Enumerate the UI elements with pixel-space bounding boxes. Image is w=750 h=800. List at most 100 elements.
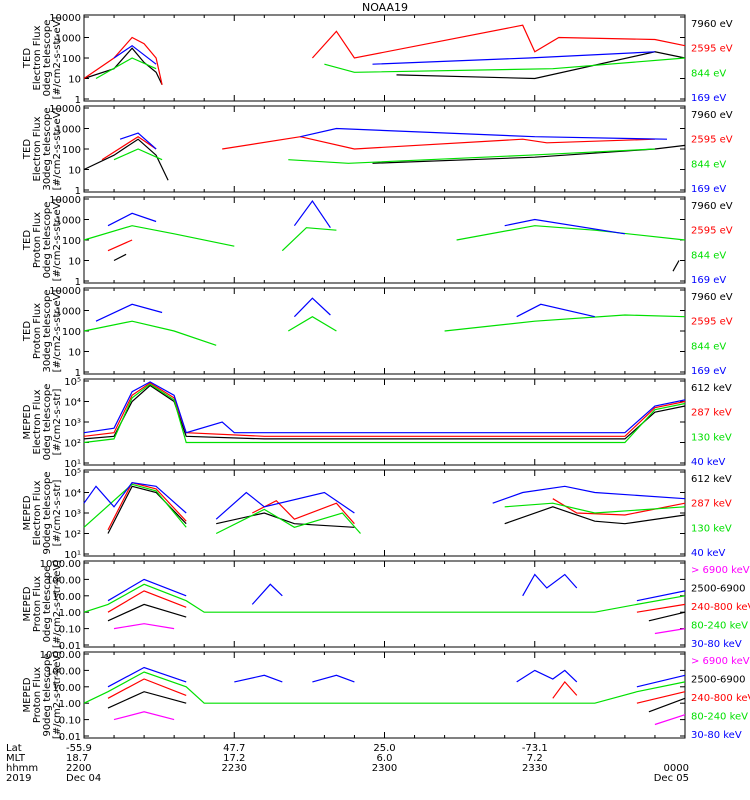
y-axis-label-line: Proton Flux: [32, 212, 43, 268]
legend-entry: 80-240 keV: [691, 621, 748, 632]
legend-entry: 240-800 keV: [691, 693, 750, 704]
series-line-30-80-kev: [516, 669, 578, 683]
y-axis-label-line: 0deg telescope: [42, 202, 53, 279]
panel-frame: [83, 560, 686, 648]
y-axis-label-line: [#/cm2-s-str-keV]: [52, 651, 63, 739]
series-line-2500-6900: [648, 697, 686, 713]
series-line-844-ev: [287, 316, 337, 332]
series-line-240-800-kev: [552, 680, 578, 699]
series-line-40-kev: [83, 381, 686, 434]
legend-entry: 287 keV: [691, 408, 732, 419]
legend-entry: 130 keV: [691, 432, 732, 443]
y-axis-label-line: [#/cm2-s-str]: [52, 479, 63, 546]
y-axis-label-line: Proton Flux: [32, 667, 43, 723]
series-line-844-ev: [324, 57, 686, 73]
y-tick-label: 10⁴: [64, 398, 81, 409]
y-tick-label: 10000: [49, 286, 81, 297]
legend-entry: 287 keV: [691, 499, 732, 510]
y-tick-label: 0.10: [59, 625, 81, 636]
y-tick-label: 10000: [49, 104, 81, 115]
y-tick-label: 10: [68, 257, 81, 268]
x-tick-label: 2200: [66, 763, 91, 774]
y-axis-label-line: [#/cm2-s-str-eV]: [52, 290, 63, 373]
y-tick-label: 100: [62, 54, 81, 65]
panel-frame: [83, 196, 686, 284]
x-tick-label: 0000: [664, 763, 689, 774]
series-line-2500-6900: [107, 603, 187, 622]
y-tick-label: 10⁵: [64, 377, 81, 388]
legend-entry: 2595 eV: [691, 226, 733, 237]
y-tick-label: 1: [75, 95, 81, 106]
series-line-844-ev: [113, 148, 163, 161]
y-tick-label: 10000: [49, 13, 81, 24]
y-axis-label-line: Electron Flux: [32, 25, 43, 90]
y-axis-label-line: 90deg telescope: [42, 471, 53, 554]
y-tick-label: 1000: [56, 125, 81, 136]
y-tick-label: 100.00: [46, 666, 81, 677]
series-line-7960-ev: [113, 253, 127, 262]
y-tick-label: 0.10: [59, 716, 81, 727]
panel-ted-e-0: 10000 1000 100 10 1 TEDElectron Flux0deg tele…: [22, 13, 733, 106]
series-line-130-kev: [83, 483, 187, 528]
panel-ted-p-30: 10000 1000 100 10 1 TEDProton Flux30deg teles…: [22, 286, 733, 379]
y-axis-label-line: 0deg telescope: [42, 566, 53, 643]
series-line-287-kev: [107, 481, 187, 531]
x-tick-label: 17.2: [223, 753, 245, 764]
series-line-169-ev: [372, 51, 655, 65]
x-tick-label: 7.2: [527, 753, 543, 764]
y-axis-label-line: TED: [22, 139, 33, 160]
series-line-844-ev: [456, 225, 686, 241]
series-line-2595-ev: [222, 136, 655, 150]
series-line--6900-kev: [113, 623, 175, 630]
series-line-169-ev: [504, 218, 625, 235]
series-line-844-ev: [281, 227, 337, 252]
series-line-169-ev: [119, 132, 157, 150]
series-line-40-kev: [492, 485, 686, 504]
series-line-7960-ev: [372, 144, 686, 164]
legend-entry: 844 eV: [691, 159, 726, 170]
y-axis-label-line: Electron Flux: [32, 480, 43, 545]
y-tick-label: 1.00: [59, 699, 81, 710]
y-axis-label-line: Proton Flux: [32, 303, 43, 359]
y-tick-label: 0.01: [59, 732, 81, 743]
legend-entry: 169 eV: [691, 184, 726, 195]
series-line-30-80-kev: [251, 583, 283, 605]
series-line-287-kev: [83, 382, 686, 437]
y-axis-label: TEDElectron Flux0deg telescope[#/cm2-s-s…: [22, 17, 63, 100]
y-axis-label-line: TED: [22, 230, 33, 251]
series-line-169-ev: [107, 212, 157, 227]
legend-entry: 130 keV: [691, 523, 732, 534]
y-tick-label: 100: [62, 145, 81, 156]
x-row-label: 2019: [6, 773, 31, 784]
y-axis-label-line: MEPED: [22, 404, 33, 439]
series-line-612-kev: [504, 506, 686, 525]
y-tick-label: 1000: [56, 307, 81, 318]
y-axis-label-line: [#/cm2-s-str]: [52, 388, 63, 455]
series-line-7960-ev: [83, 138, 169, 181]
y-tick-label: 10⁵: [64, 468, 81, 479]
series-line-130-kev: [83, 383, 686, 444]
y-axis-label: MEPEDElectron Flux0deg telescope[#/cm2-s…: [22, 384, 63, 461]
series-line-169-ev: [300, 127, 668, 140]
series-line-2500-6900: [648, 611, 686, 622]
series-line--6900-kev: [654, 628, 686, 635]
series-line-2595-ev: [101, 135, 157, 161]
y-tick-label: 100: [62, 327, 81, 338]
series-line-40-kev: [215, 491, 355, 520]
y-axis-label: MEPEDElectron Flux90deg telescope[#/cm2-…: [22, 471, 63, 554]
panel-frame: [83, 651, 686, 739]
series-line-169-ev: [95, 303, 163, 322]
legend-entry: 612 keV: [691, 383, 732, 394]
series-line-844-ev: [444, 314, 686, 332]
y-axis-label-line: Proton Flux: [32, 576, 43, 632]
y-axis-label: TEDProton Flux0deg telescope[#/cm2-s-str…: [22, 199, 63, 282]
series-line-30-80-kev: [636, 674, 686, 688]
series-line-2595-ev: [311, 24, 686, 59]
series-line-130-kev: [215, 508, 361, 535]
series-line--6900-kev: [654, 714, 686, 726]
x-tick-label: Dec 05: [654, 773, 689, 784]
y-tick-label: 10¹: [64, 550, 81, 561]
series-line-2595-ev: [83, 36, 163, 85]
